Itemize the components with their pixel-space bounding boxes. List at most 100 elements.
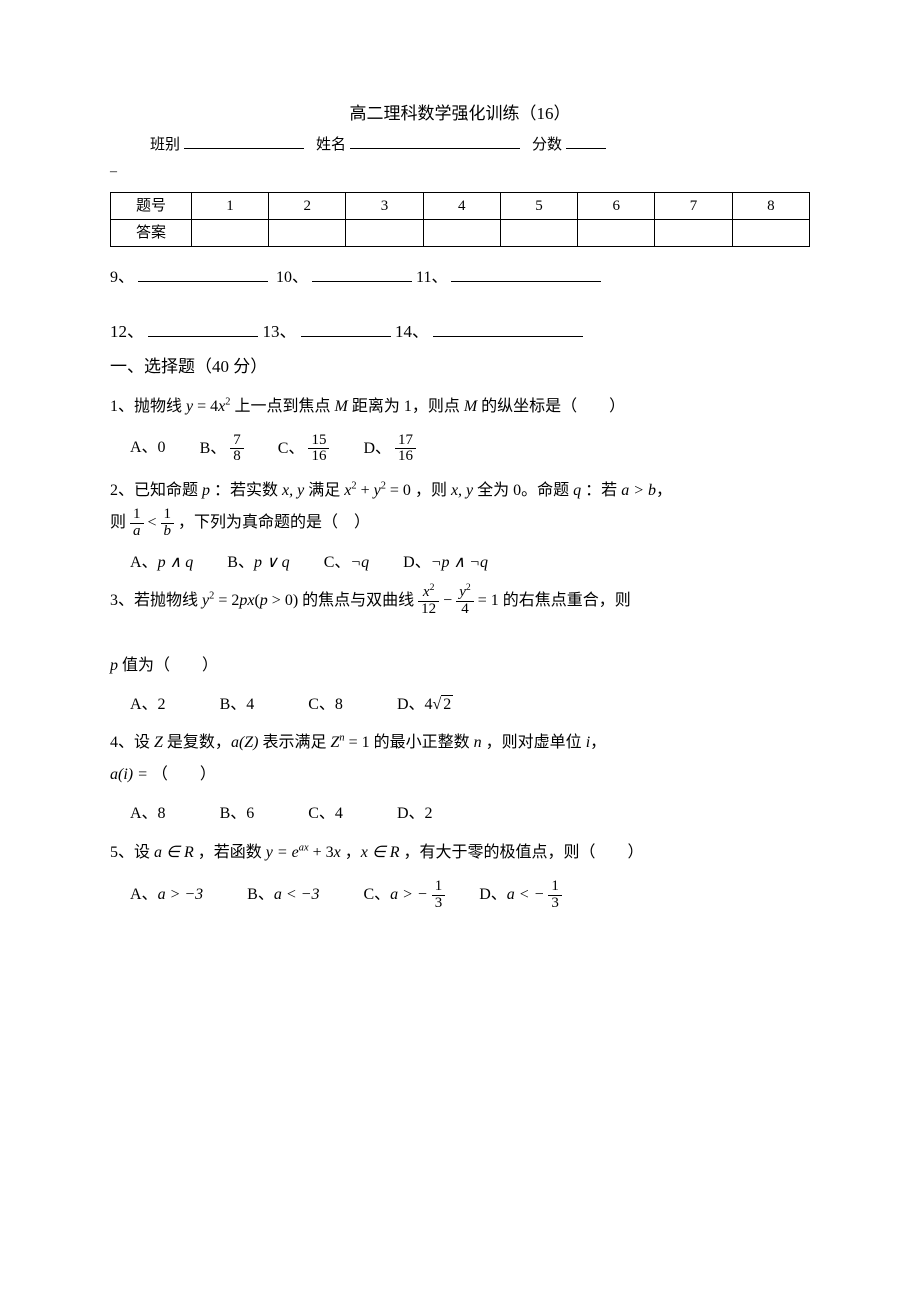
q4-t4: 的最小正整数 — [374, 734, 474, 751]
num: x2 — [418, 585, 439, 602]
q3-optA: A、2 — [130, 692, 166, 718]
q4-optD: D、2 — [397, 801, 433, 827]
q2-t4: ，则 — [415, 482, 451, 499]
q2-lt: < — [148, 514, 161, 531]
den: 12 — [418, 602, 439, 618]
class-label: 班别 — [150, 133, 180, 157]
den: 3 — [548, 896, 562, 912]
table-row: 题号 1 2 3 4 5 6 7 8 — [111, 192, 810, 219]
fraction: 1716 — [395, 433, 416, 466]
q2-xy: x, y — [282, 482, 304, 499]
question-1: 1、抛物线 y = 4x2 上一点到焦点 M 距离为 1，则点 M 的纵坐标是（… — [110, 391, 810, 423]
q2-options: A、p ∧ q B、p ∨ q C、¬q D、¬p ∧ ¬q — [130, 550, 810, 576]
col-num: 1 — [191, 192, 268, 219]
q1-optC: C、 1516 — [278, 433, 330, 466]
q1-optD: D、 1716 — [363, 433, 416, 466]
q13-blank — [301, 320, 391, 337]
question-5: 5、设 a ∈ R ，若函数 y = eax + 3x ，x ∈ R ，有大于零… — [110, 837, 810, 869]
name-label: 姓名 — [316, 133, 346, 157]
row-header: 题号 — [111, 192, 192, 219]
q3-minus: − — [443, 592, 456, 609]
fill-blanks-row-1: 9、 10、 11、 — [110, 265, 810, 291]
col-num: 7 — [655, 192, 732, 219]
q4-t1: 4、设 — [110, 734, 154, 751]
row-header: 答案 — [111, 219, 192, 246]
q4-optA: A、8 — [130, 801, 166, 827]
q10-blank — [312, 266, 412, 282]
q1-sq: 2 — [225, 396, 230, 407]
lbl: D、 — [479, 886, 507, 903]
lbl: A、 — [130, 886, 158, 903]
num: 1 — [548, 879, 562, 896]
score-blank — [566, 134, 606, 149]
q5-optC: C、a > − 13 — [363, 879, 445, 912]
q2-xy2: x, y — [451, 482, 473, 499]
q9-blank — [138, 266, 268, 282]
header-row: 班别 姓名 分数 — [110, 133, 810, 157]
num: 1 — [432, 879, 446, 896]
q4-optB: B、6 — [220, 801, 255, 827]
q2-t8: 则 — [110, 514, 126, 531]
num: 7 — [230, 433, 244, 450]
table-row: 答案 — [111, 219, 810, 246]
q4-ai: a(i) = — [110, 766, 152, 783]
q4-t3: 表示满足 — [263, 734, 331, 751]
name-blank — [350, 134, 520, 149]
lbl: B、 — [227, 554, 254, 571]
q1-mid2: 距离为 1，则点 — [352, 398, 464, 415]
q11-blank — [451, 266, 601, 282]
col-num: 5 — [500, 192, 577, 219]
radicand: 2 — [441, 695, 453, 713]
col-num: 2 — [269, 192, 346, 219]
q3-optB: B、4 — [220, 692, 255, 718]
answer-cell — [423, 219, 500, 246]
q4-Z: Z — [154, 734, 163, 751]
q2-t9: ，下列为真命题的是（ ） — [178, 514, 370, 531]
dash: – — [110, 161, 810, 183]
question-2: 2、已知命题 p ：若实数 x, y 满足 x2 + y2 = 0 ，则 x, … — [110, 475, 810, 540]
q5-t1: 5、设 — [110, 844, 154, 861]
num: 17 — [395, 433, 416, 450]
answer-cell — [578, 219, 655, 246]
q5-optA: A、a > −3 — [130, 882, 203, 908]
den: 3 — [432, 896, 446, 912]
fraction: 1b — [161, 507, 175, 540]
q1-options: A、0 B、 78 C、 1516 D、 1716 — [130, 433, 810, 466]
q2-t5: 全为 0。命题 — [477, 482, 573, 499]
q14-blank — [433, 320, 583, 337]
answer-cell — [269, 219, 346, 246]
q3-eq1: = 1 — [478, 592, 499, 609]
expr: a < − — [507, 886, 545, 903]
answer-table: 题号 1 2 3 4 5 6 7 8 答案 — [110, 192, 810, 247]
num: y2 — [456, 585, 474, 602]
expr: a > −3 — [158, 886, 204, 903]
den: 16 — [308, 449, 329, 465]
col-num: 8 — [732, 192, 809, 219]
q12-blank — [148, 320, 258, 337]
question-4: 4、设 Z 是复数，a(Z) 表示满足 Zn = 1 的最小正整数 n ，则对虚… — [110, 727, 810, 791]
q1-optA: A、0 — [130, 435, 166, 461]
lbl: C、 — [324, 554, 351, 571]
q4-optC: C、4 — [308, 801, 343, 827]
q3-options: A、2 B、4 C、8 D、42 — [130, 692, 810, 718]
q2-q: q — [573, 482, 581, 499]
expr: ¬p ∧ ¬q — [431, 554, 488, 571]
page-title: 高二理科数学强化训练（16） — [110, 100, 810, 127]
q3-t2: 的焦点与双曲线 — [302, 592, 414, 609]
answer-cell — [346, 219, 423, 246]
expr: p ∨ q — [254, 554, 290, 571]
q2-t1: 2、已知命题 — [110, 482, 202, 499]
lbl: A、 — [130, 554, 158, 571]
q11-label: 11、 — [416, 269, 447, 286]
q10-label: 10、 — [276, 269, 308, 286]
num: 1 — [130, 507, 144, 524]
col-num: 4 — [423, 192, 500, 219]
q3-t1: 3、若抛物线 — [110, 592, 198, 609]
q5-exp: ax — [299, 843, 309, 854]
answer-cell — [191, 219, 268, 246]
q4-n: n — [474, 734, 482, 751]
den: 4 — [456, 602, 474, 618]
fraction: 13 — [432, 879, 446, 912]
q12-label: 12、 — [110, 322, 144, 341]
q5-t2: ，若函数 — [198, 844, 266, 861]
